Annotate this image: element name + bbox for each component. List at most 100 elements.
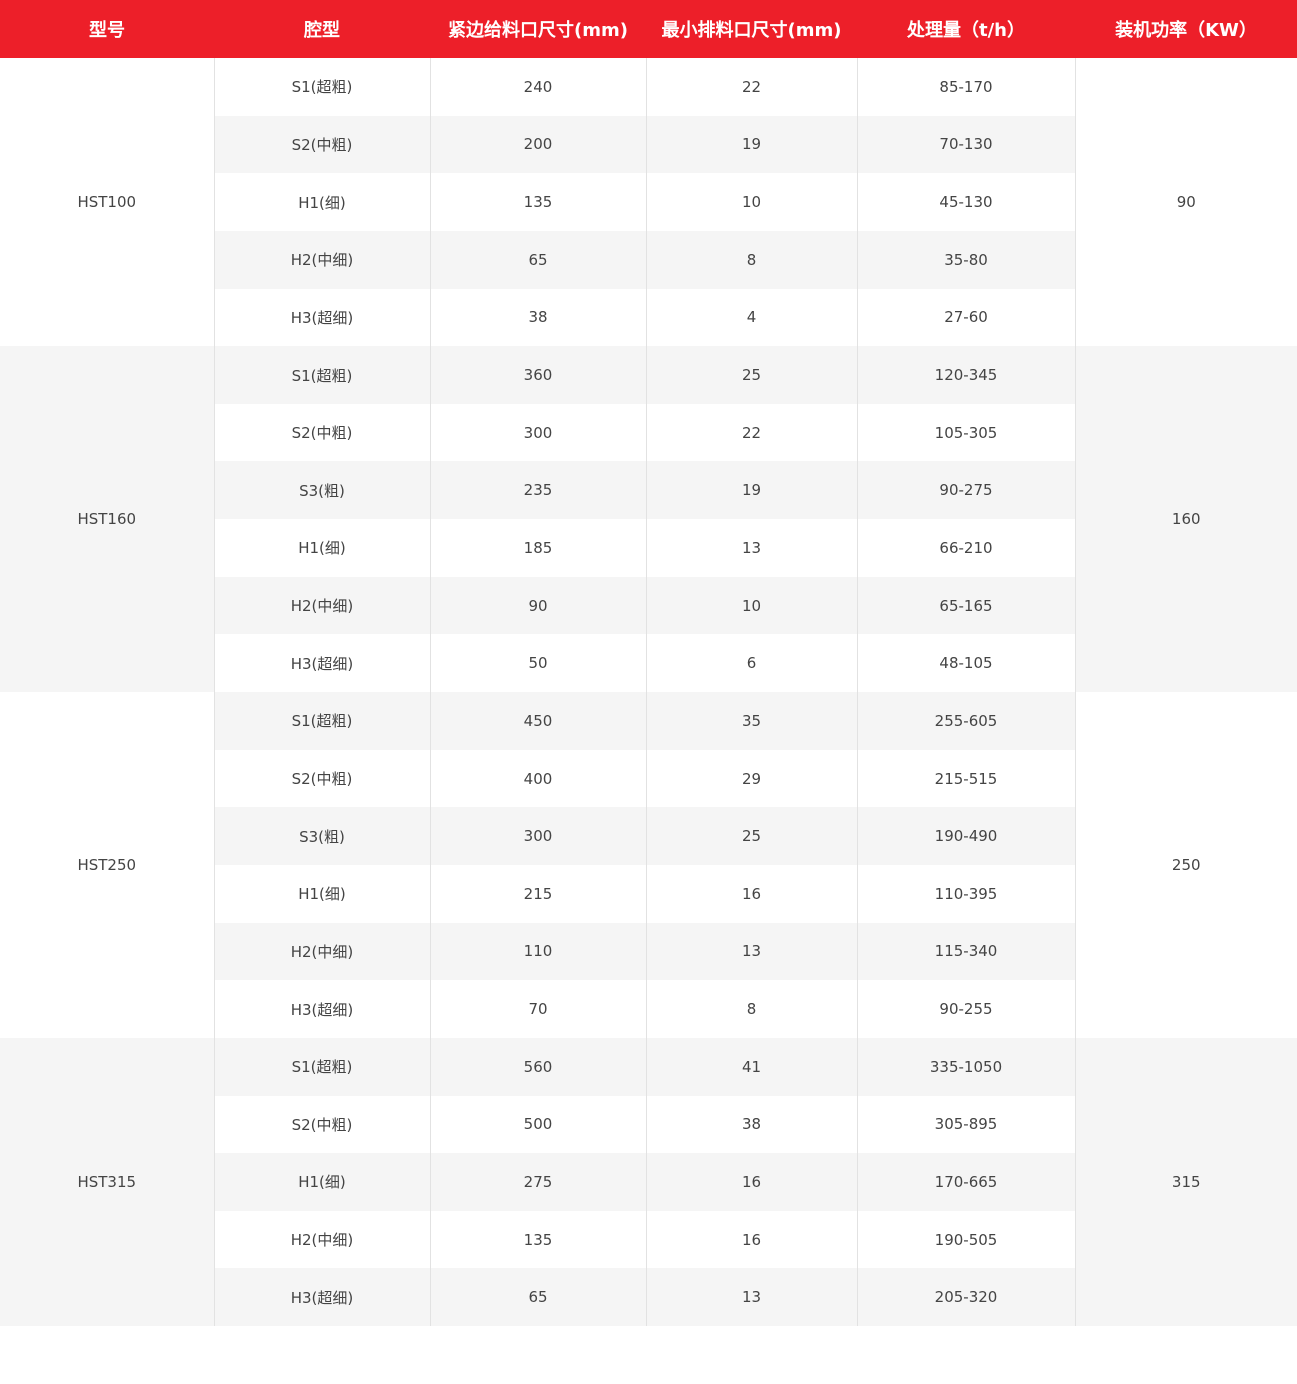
cell-capacity: 305-895 (856, 1095, 1075, 1154)
cell-feed-size: 135 (429, 1210, 646, 1269)
table-row: H1(细) 135 10 45-130 (0, 173, 1297, 231)
cell-min-discharge: 22 (645, 403, 857, 462)
cell-min-discharge: 38 (645, 1095, 857, 1154)
cell-min-discharge: 16 (645, 864, 857, 923)
cell-capacity: 65-165 (856, 576, 1075, 635)
cell-min-discharge: 25 (645, 807, 857, 865)
table-row: H3(超细) 38 4 27-60 (0, 288, 1297, 347)
table-row: HST250 S1(超粗) 450 35 255-605 250 (0, 692, 1297, 1038)
cell-min-discharge: 29 (645, 749, 857, 808)
cell-power: 160 (1074, 346, 1297, 693)
cell-feed-size: 240 (429, 58, 646, 116)
cell-cavity: H2(中细) (213, 1210, 430, 1269)
cell-feed-size: 275 (429, 1153, 646, 1211)
cell-cavity: S2(中粗) (213, 115, 430, 174)
cell-model: HST315 (0, 1037, 214, 1327)
cell-cavity: H2(中细) (213, 230, 430, 289)
cell-feed-size: 70 (429, 980, 646, 1038)
header-min-discharge: 最小排料口尺寸(mm) (646, 0, 857, 58)
table-row: H2(中细) 90 10 65-165 (0, 576, 1297, 635)
cell-feed-size: 65 (429, 230, 646, 289)
cell-capacity: 66-210 (856, 519, 1075, 577)
cell-feed-size: 235 (429, 461, 646, 520)
cell-feed-size: 300 (429, 807, 646, 865)
table-row: HST160 S1(超粗) 360 25 120-345 160 (0, 346, 1297, 693)
cell-min-discharge: 25 (645, 346, 857, 404)
cell-capacity: 70-130 (856, 115, 1075, 174)
cell-cavity: S2(中粗) (213, 1095, 430, 1154)
cell-capacity: 120-345 (856, 346, 1075, 404)
cell-feed-size: 400 (429, 749, 646, 808)
cell-model: HST250 (0, 692, 214, 1038)
cell-capacity: 190-490 (856, 807, 1075, 865)
cell-min-discharge: 35 (645, 692, 857, 750)
cell-capacity: 205-320 (856, 1268, 1075, 1327)
cell-capacity: 190-505 (856, 1210, 1075, 1269)
cell-capacity: 215-515 (856, 749, 1075, 808)
cell-capacity: 35-80 (856, 230, 1075, 289)
cell-min-discharge: 6 (645, 634, 857, 693)
header-feed-size: 紧边给料口尺寸(mm) (430, 0, 646, 58)
table-row: H3(超细) 70 8 90-255 (0, 980, 1297, 1038)
cell-min-discharge: 41 (645, 1037, 857, 1096)
cell-feed-size: 110 (429, 922, 646, 981)
table-row: S2(中粗) 400 29 215-515 (0, 749, 1297, 808)
cell-cavity: H2(中细) (213, 922, 430, 981)
cell-min-discharge: 4 (645, 288, 857, 347)
table-row: S2(中粗) 200 19 70-130 (0, 115, 1297, 174)
cell-cavity: H2(中细) (213, 576, 430, 635)
cell-feed-size: 135 (429, 173, 646, 231)
table-row: S3(粗) 300 25 190-490 (0, 807, 1297, 865)
cell-cavity: S3(粗) (213, 461, 430, 520)
cell-cavity: S1(超粗) (213, 1037, 430, 1096)
cell-feed-size: 185 (429, 519, 646, 577)
header-power: 装机功率（KW） (1075, 0, 1297, 58)
cell-capacity: 110-395 (856, 864, 1075, 923)
cell-feed-size: 200 (429, 115, 646, 174)
table-row: H1(细) 275 16 170-665 (0, 1153, 1297, 1211)
cell-min-discharge: 8 (645, 230, 857, 289)
cell-capacity: 115-340 (856, 922, 1075, 981)
cell-capacity: 27-60 (856, 288, 1075, 347)
table-row: H3(超细) 50 6 48-105 (0, 634, 1297, 693)
cell-model: HST100 (0, 58, 214, 347)
table-row: S2(中粗) 300 22 105-305 (0, 403, 1297, 462)
cell-min-discharge: 10 (645, 576, 857, 635)
table-row: HST315 S1(超粗) 560 41 335-1050 315 (0, 1037, 1297, 1327)
header-cavity: 腔型 (214, 0, 430, 58)
cell-min-discharge: 13 (645, 922, 857, 981)
table-row: HST100 S1(超粗) 240 22 85-170 90 (0, 58, 1297, 347)
cell-power: 250 (1074, 692, 1297, 1038)
cell-cavity: S1(超粗) (213, 58, 430, 116)
table-row: H1(细) 185 13 66-210 (0, 519, 1297, 577)
table-row: H2(中细) 110 13 115-340 (0, 922, 1297, 981)
spec-table: 型号 腔型 紧边给料口尺寸(mm) 最小排料口尺寸(mm) 处理量（t/h） 装… (0, 0, 1297, 1327)
cell-cavity: H3(超细) (213, 634, 430, 693)
cell-power: 315 (1074, 1037, 1297, 1327)
table-row: H3(超细) 65 13 205-320 (0, 1268, 1297, 1327)
cell-min-discharge: 16 (645, 1210, 857, 1269)
cell-power: 90 (1074, 58, 1297, 347)
cell-cavity: H1(细) (213, 173, 430, 231)
cell-cavity: H3(超细) (213, 1268, 430, 1327)
cell-feed-size: 500 (429, 1095, 646, 1154)
cell-capacity: 170-665 (856, 1153, 1075, 1211)
table-row: H2(中细) 135 16 190-505 (0, 1210, 1297, 1269)
cell-cavity: H1(细) (213, 864, 430, 923)
table-row: S2(中粗) 500 38 305-895 (0, 1095, 1297, 1154)
cell-cavity: H1(细) (213, 1153, 430, 1211)
cell-model: HST160 (0, 346, 214, 693)
cell-cavity: S1(超粗) (213, 346, 430, 404)
table-row: H2(中细) 65 8 35-80 (0, 230, 1297, 289)
cell-capacity: 45-130 (856, 173, 1075, 231)
cell-cavity: S2(中粗) (213, 749, 430, 808)
table-row: S3(粗) 235 19 90-275 (0, 461, 1297, 520)
cell-feed-size: 65 (429, 1268, 646, 1327)
cell-min-discharge: 19 (645, 115, 857, 174)
cell-feed-size: 38 (429, 288, 646, 347)
cell-capacity: 90-275 (856, 461, 1075, 520)
cell-feed-size: 360 (429, 346, 646, 404)
header-capacity: 处理量（t/h） (857, 0, 1075, 58)
cell-capacity: 85-170 (856, 58, 1075, 116)
cell-feed-size: 90 (429, 576, 646, 635)
